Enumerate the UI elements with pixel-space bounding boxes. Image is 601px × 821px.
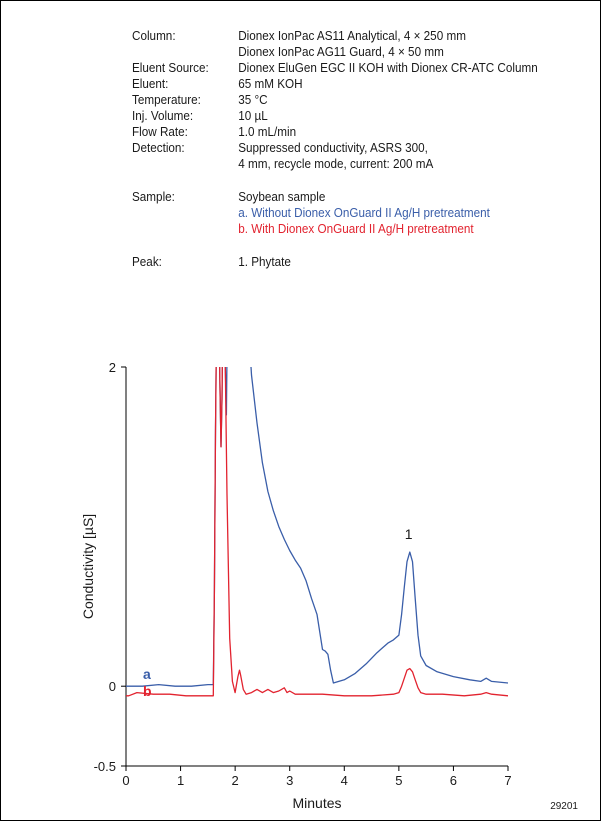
- chart-axes: [121, 366, 509, 771]
- condition-row: Dionex IonPac AG11 Guard, 4 × 50 mm: [132, 44, 538, 60]
- chromatography-conditions: Column: Dionex IonPac AS11 Analytical, 4 …: [132, 28, 538, 270]
- x-tick-label: 7: [504, 773, 511, 788]
- sample-a-row: a. Without Dionex OnGuard II Ag/H pretre…: [132, 205, 538, 221]
- sample-b-row: b. With Dionex OnGuard II Ag/H pretreatm…: [132, 221, 538, 237]
- blue-trace-a: [126, 367, 509, 687]
- chart-traces: [126, 367, 509, 697]
- condition-label: Detection:: [132, 140, 185, 155]
- y-tick-label: -0.5: [94, 759, 116, 774]
- x-tick-label: 3: [286, 773, 293, 788]
- condition-row: Detection: Suppressed conductivity, ASRS …: [132, 140, 538, 156]
- condition-label: Eluent Source:: [132, 60, 209, 75]
- figure-code: 29201: [550, 801, 578, 812]
- condition-label: Flow Rate:: [132, 124, 188, 139]
- condition-value: 1.0 mL/min: [238, 124, 297, 139]
- condition-value: 35 °C: [238, 92, 268, 107]
- red-trace-b: [126, 367, 509, 697]
- condition-row: Flow Rate: 1.0 mL/min: [132, 124, 538, 140]
- condition-row: 4 mm, recycle mode, current: 200 mA: [132, 156, 538, 172]
- y-tick-label: 0: [109, 679, 116, 694]
- condition-row: Temperature: 35 °C: [132, 92, 538, 108]
- y-axis-title: Conductivity [µS]: [80, 514, 96, 619]
- condition-label: Column:: [132, 28, 176, 43]
- x-tick-label: 0: [122, 773, 129, 788]
- condition-value: Dionex IonPac AS11 Analytical, 4 × 250 m…: [238, 28, 466, 43]
- condition-value: b. With Dionex OnGuard II Ag/H pretreatm…: [238, 221, 474, 236]
- y-tick-label: 2: [109, 360, 116, 375]
- condition-value: Soybean sample: [238, 189, 326, 204]
- condition-value: 65 mM KOH: [238, 76, 303, 91]
- condition-label: Peak:: [132, 254, 162, 269]
- condition-row: Eluent: 65 mM KOH: [132, 76, 538, 92]
- x-tick-label: 4: [341, 773, 348, 788]
- condition-value: 4 mm, recycle mode, current: 200 mA: [238, 156, 434, 171]
- trace-tag-b: b: [143, 683, 152, 699]
- x-axis-title: Minutes: [292, 795, 341, 811]
- peak-row: Peak: 1. Phytate: [132, 254, 538, 270]
- condition-label: Sample:: [132, 189, 175, 204]
- condition-label: Eluent:: [132, 76, 169, 91]
- condition-label: Temperature:: [132, 92, 201, 107]
- condition-row: Column: Dionex IonPac AS11 Analytical, 4 …: [132, 28, 538, 44]
- x-tick-label: 5: [395, 773, 402, 788]
- x-tick-label: 2: [232, 773, 239, 788]
- peak-label: 1: [405, 526, 413, 542]
- chart-labels: 0 1 2 3 4 5 6 7 -0.5 0 2 Minutes Conductivity [µS] ab…: [80, 360, 578, 812]
- condition-value: Dionex EluGen EGC II KOH with Dionex CR-…: [238, 60, 538, 75]
- x-tick-label: 1: [177, 773, 184, 788]
- x-tick-label: 6: [450, 773, 457, 788]
- condition-value: Dionex IonPac AG11 Guard, 4 × 50 mm: [238, 44, 444, 59]
- condition-label: Inj. Volume:: [132, 108, 194, 123]
- sample-row: Sample: Soybean sample: [132, 189, 538, 205]
- trace-tag-a: a: [143, 666, 151, 682]
- condition-value: a. Without Dionex OnGuard II Ag/H pretre…: [238, 205, 490, 220]
- condition-value: Suppressed conductivity, ASRS 300,: [238, 140, 428, 155]
- condition-row: Eluent Source: Dionex EluGen EGC II KOH w…: [132, 60, 538, 76]
- condition-value: 10 µL: [238, 108, 268, 123]
- condition-value: 1. Phytate: [238, 254, 291, 269]
- condition-row: Inj. Volume: 10 µL: [132, 108, 538, 124]
